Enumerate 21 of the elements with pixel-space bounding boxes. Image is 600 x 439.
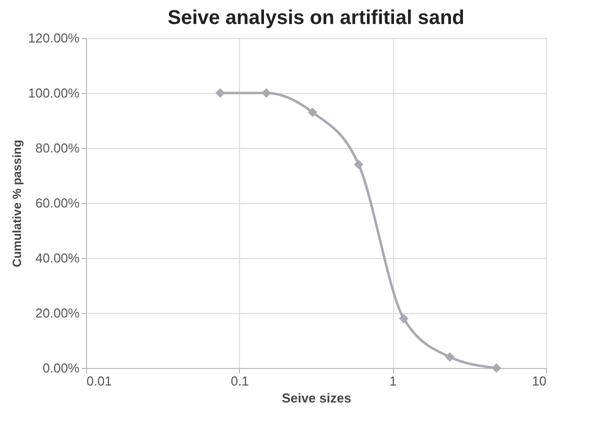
y-tick-label: 80.00% xyxy=(35,140,80,156)
x-tick-label: 0.01 xyxy=(86,374,112,388)
point xyxy=(308,108,318,117)
x-tick-label: 1 xyxy=(390,374,397,388)
y-tick-label: 40.00% xyxy=(35,250,80,266)
x-tick-label: 0.1 xyxy=(230,374,249,388)
point xyxy=(445,352,455,362)
point xyxy=(262,88,272,98)
y-tick-label: 100.00% xyxy=(28,86,80,100)
y-tick-label: 120.00% xyxy=(28,30,80,46)
x-tick-label: 10 xyxy=(532,374,546,388)
y-tick-label: 60.00% xyxy=(35,196,80,210)
y-axis-title: Cumulative % passing xyxy=(10,140,24,268)
y-tick-label: 20.00% xyxy=(35,306,80,320)
x-axis-title: Seive sizes xyxy=(282,390,352,406)
point xyxy=(354,160,364,170)
point xyxy=(398,314,408,324)
y-tick-label: 0.00% xyxy=(42,360,80,376)
point xyxy=(215,88,225,98)
point xyxy=(492,363,502,373)
chart-title: Seive analysis on artifitial sand xyxy=(168,7,464,29)
